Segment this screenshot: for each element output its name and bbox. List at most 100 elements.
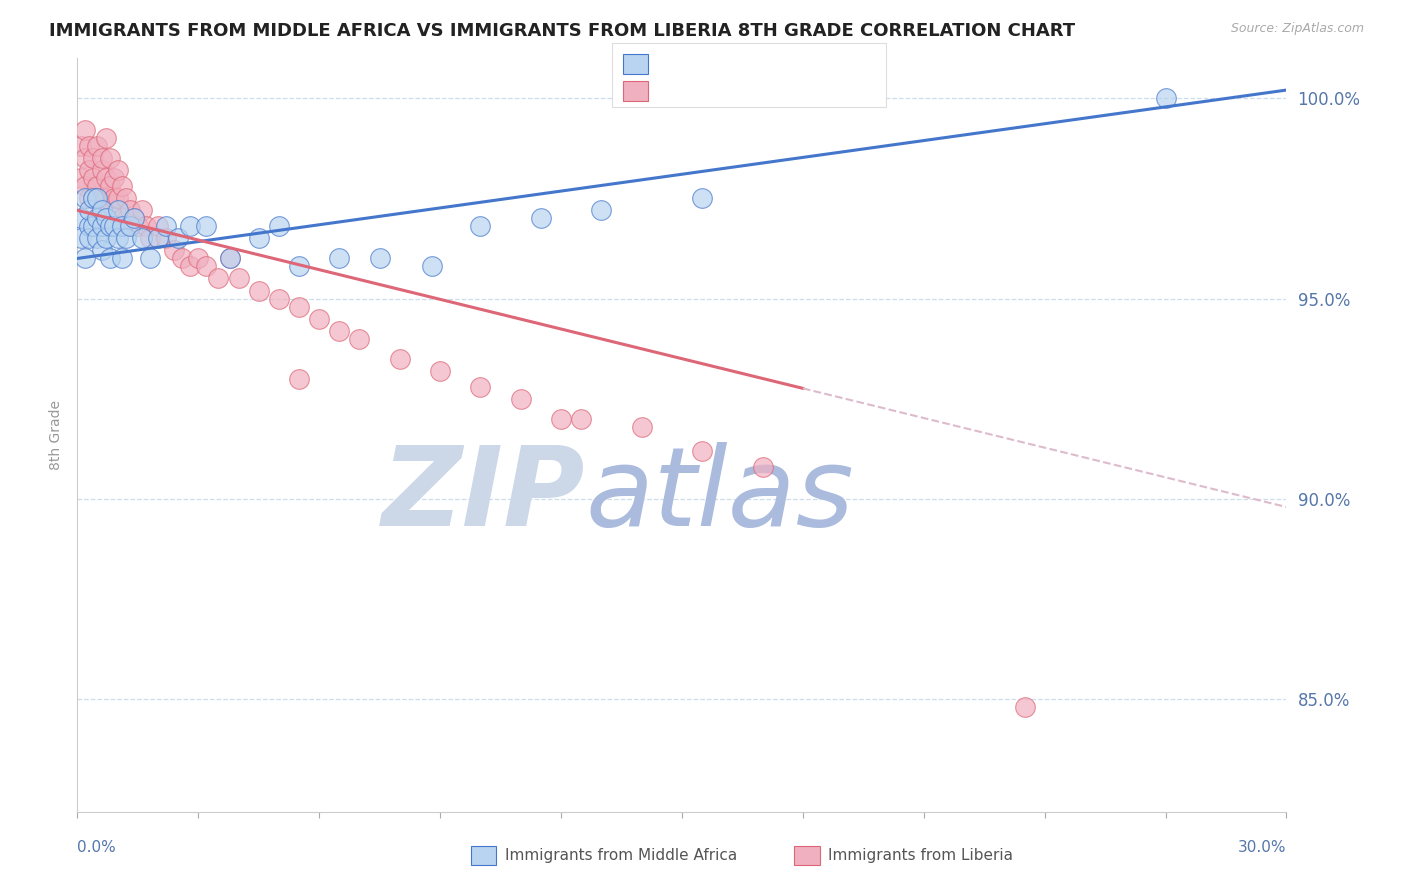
Point	[179, 219, 201, 234]
Point	[94, 231, 117, 245]
Text: R = -0.378   N = 64: R = -0.378 N = 64	[657, 84, 820, 98]
Point	[103, 171, 125, 186]
Point	[107, 203, 129, 218]
Text: IMMIGRANTS FROM MIDDLE AFRICA VS IMMIGRANTS FROM LIBERIA 8TH GRADE CORRELATION C: IMMIGRANTS FROM MIDDLE AFRICA VS IMMIGRA…	[49, 22, 1076, 40]
Point	[228, 271, 250, 285]
Point	[155, 231, 177, 245]
Point	[429, 364, 451, 378]
Point	[247, 284, 270, 298]
Point	[155, 219, 177, 234]
Text: atlas: atlas	[585, 442, 853, 549]
Point	[111, 179, 134, 194]
Point	[690, 191, 713, 205]
Point	[79, 203, 101, 218]
Point	[107, 163, 129, 178]
Point	[98, 179, 121, 194]
Text: R =  0.460   N = 46: R = 0.460 N = 46	[657, 57, 818, 71]
Point	[111, 219, 134, 234]
Point	[122, 211, 145, 226]
Point	[82, 219, 104, 234]
Point	[107, 231, 129, 245]
Point	[90, 163, 112, 178]
Point	[207, 271, 229, 285]
Point	[79, 219, 101, 234]
Point	[179, 260, 201, 274]
Point	[70, 231, 93, 245]
Point	[75, 252, 97, 266]
Point	[146, 231, 169, 245]
Point	[111, 252, 134, 266]
Point	[470, 219, 492, 234]
Point	[247, 231, 270, 245]
Point	[90, 219, 112, 234]
Text: 30.0%: 30.0%	[1239, 840, 1286, 855]
Point	[79, 163, 101, 178]
Point	[288, 372, 311, 386]
Point	[550, 412, 572, 426]
Point	[86, 191, 108, 205]
Point	[98, 151, 121, 165]
Point	[146, 219, 169, 234]
Point	[167, 231, 190, 245]
Point	[82, 191, 104, 205]
Text: Immigrants from Liberia: Immigrants from Liberia	[828, 848, 1014, 863]
Point	[195, 260, 218, 274]
Point	[79, 191, 101, 205]
Point	[90, 191, 112, 205]
Point	[219, 252, 242, 266]
Point	[75, 179, 97, 194]
Point	[530, 211, 553, 226]
Point	[114, 219, 136, 234]
Point	[107, 191, 129, 205]
Point	[187, 252, 209, 266]
Text: 0.0%: 0.0%	[77, 840, 117, 855]
Point	[94, 131, 117, 145]
Y-axis label: 8th Grade: 8th Grade	[49, 400, 63, 470]
Point	[86, 211, 108, 226]
Point	[82, 191, 104, 205]
Point	[135, 219, 157, 234]
Point	[131, 203, 153, 218]
Point	[288, 300, 311, 314]
Point	[118, 219, 141, 234]
Point	[86, 231, 108, 245]
Point	[94, 171, 117, 186]
Point	[388, 351, 411, 366]
Point	[349, 332, 371, 346]
Point	[98, 252, 121, 266]
Point	[139, 231, 162, 245]
Point	[98, 219, 121, 234]
Point	[591, 203, 613, 218]
Text: ZIP: ZIP	[381, 442, 585, 549]
Text: Source: ZipAtlas.com: Source: ZipAtlas.com	[1230, 22, 1364, 36]
Point	[1154, 91, 1177, 105]
Point	[172, 252, 194, 266]
Point	[267, 219, 290, 234]
Point	[70, 171, 93, 186]
Point	[90, 244, 112, 258]
Point	[86, 179, 108, 194]
Point	[86, 191, 108, 205]
Point	[470, 380, 492, 394]
Point	[127, 219, 149, 234]
Point	[1014, 700, 1036, 714]
Point	[103, 219, 125, 234]
Point	[195, 219, 218, 234]
Point	[82, 151, 104, 165]
Point	[420, 260, 443, 274]
Point	[103, 191, 125, 205]
Point	[509, 392, 531, 406]
Point	[70, 139, 93, 153]
Point	[118, 203, 141, 218]
Point	[79, 139, 101, 153]
Point	[86, 139, 108, 153]
Point	[139, 252, 162, 266]
Point	[690, 443, 713, 458]
Point	[569, 412, 592, 426]
Point	[630, 420, 652, 434]
Point	[75, 191, 97, 205]
Point	[328, 252, 350, 266]
Point	[368, 252, 391, 266]
Point	[98, 203, 121, 218]
Point	[79, 231, 101, 245]
